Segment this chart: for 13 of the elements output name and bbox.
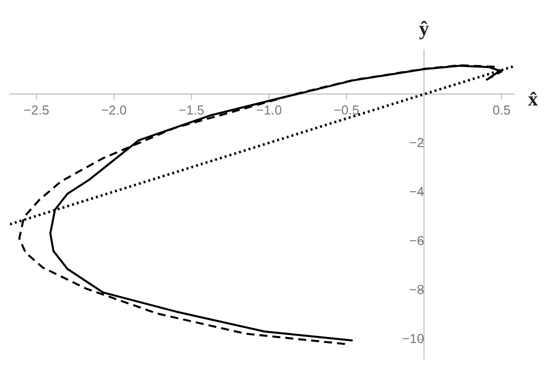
- x-tick-label: −2.0: [101, 102, 127, 118]
- y-tick-label: −2: [409, 134, 424, 150]
- x-tick-label: 0.5: [492, 102, 511, 118]
- y-tick-label: −10: [402, 331, 424, 346]
- x-tick-label: −0.5: [334, 102, 360, 118]
- x-tick-label: −1.0: [256, 102, 282, 118]
- x-tick-label: −1.5: [178, 102, 204, 118]
- y-axis-title: ŷ: [419, 18, 430, 40]
- y-tick-label: −8: [409, 282, 424, 298]
- y-tick-label: −4: [409, 184, 424, 199]
- x-axis-title: x̂: [528, 88, 538, 110]
- x-tick-label: −2.5: [24, 102, 50, 118]
- y-tick-label: −6: [409, 232, 424, 248]
